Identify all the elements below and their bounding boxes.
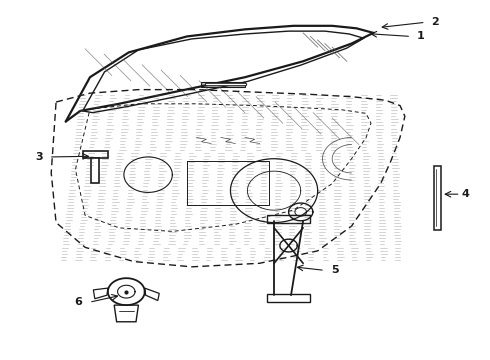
Polygon shape (94, 288, 108, 299)
Text: 3: 3 (35, 152, 43, 162)
Polygon shape (267, 215, 310, 222)
Text: 5: 5 (331, 265, 339, 275)
Text: 1: 1 (417, 31, 425, 41)
Polygon shape (145, 288, 159, 301)
Text: 2: 2 (432, 17, 439, 27)
Polygon shape (434, 166, 441, 230)
Polygon shape (267, 294, 310, 302)
Text: 6: 6 (74, 297, 82, 307)
Polygon shape (201, 82, 245, 87)
Text: 4: 4 (462, 189, 469, 199)
Polygon shape (83, 150, 108, 158)
Polygon shape (92, 158, 99, 183)
Polygon shape (114, 305, 138, 322)
